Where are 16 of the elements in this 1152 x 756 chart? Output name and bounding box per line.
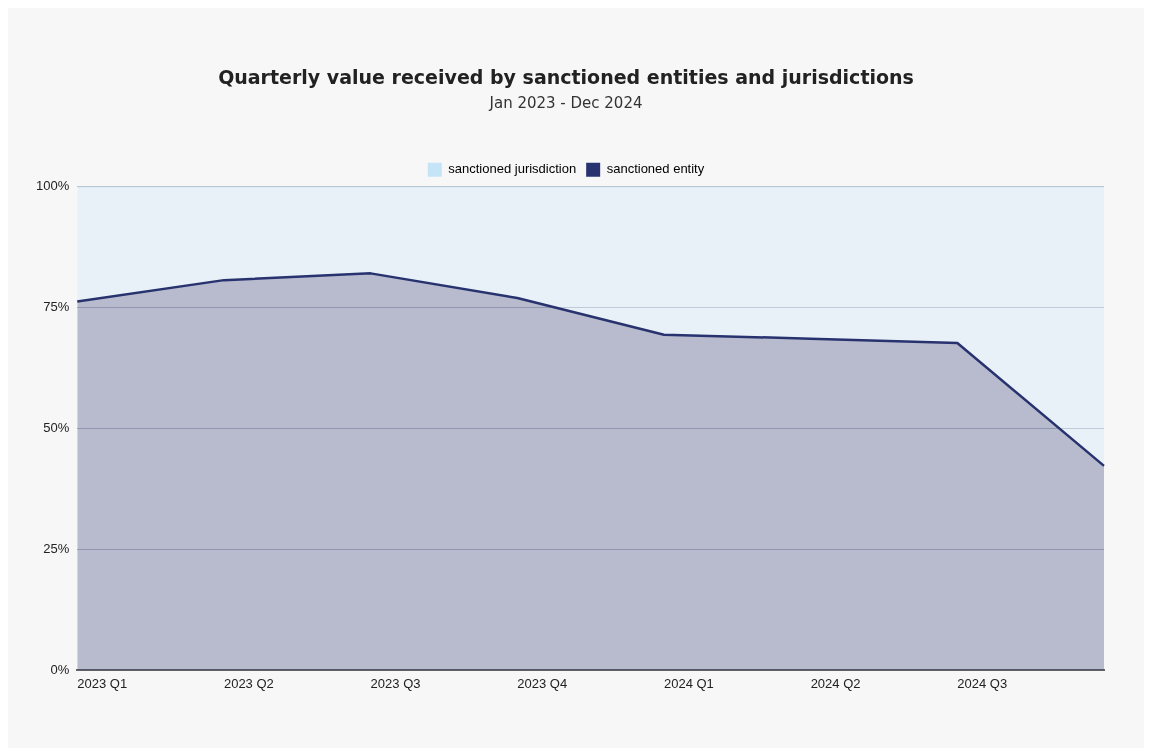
x-tick-label: 2023 Q3 [370, 675, 421, 691]
x-tick-label: 2024 Q1 [663, 675, 714, 691]
chart-title: Quarterly value received by sanctioned entities and jurisdictions [218, 66, 914, 89]
x-tick-label: 2024 Q2 [810, 675, 861, 691]
x-tick-label: 2023 Q4 [517, 675, 568, 691]
x-tick-label: 2023 Q1 [77, 675, 128, 691]
legend-label: sanctioned entity [606, 161, 705, 177]
chart-subtitle: Jan 2023 - Dec 2024 [488, 93, 643, 112]
y-tick-label: 75% [43, 299, 70, 315]
y-tick-label: 50% [43, 420, 70, 436]
x-tick-label: 2023 Q2 [223, 675, 274, 691]
y-tick-label: 25% [43, 541, 70, 557]
y-tick-label: 100% [36, 178, 70, 194]
legend-label: sanctioned jurisdiction [448, 161, 577, 177]
y-tick-label: 0% [50, 661, 70, 677]
x-tick-label: 2024 Q3 [957, 675, 1008, 691]
